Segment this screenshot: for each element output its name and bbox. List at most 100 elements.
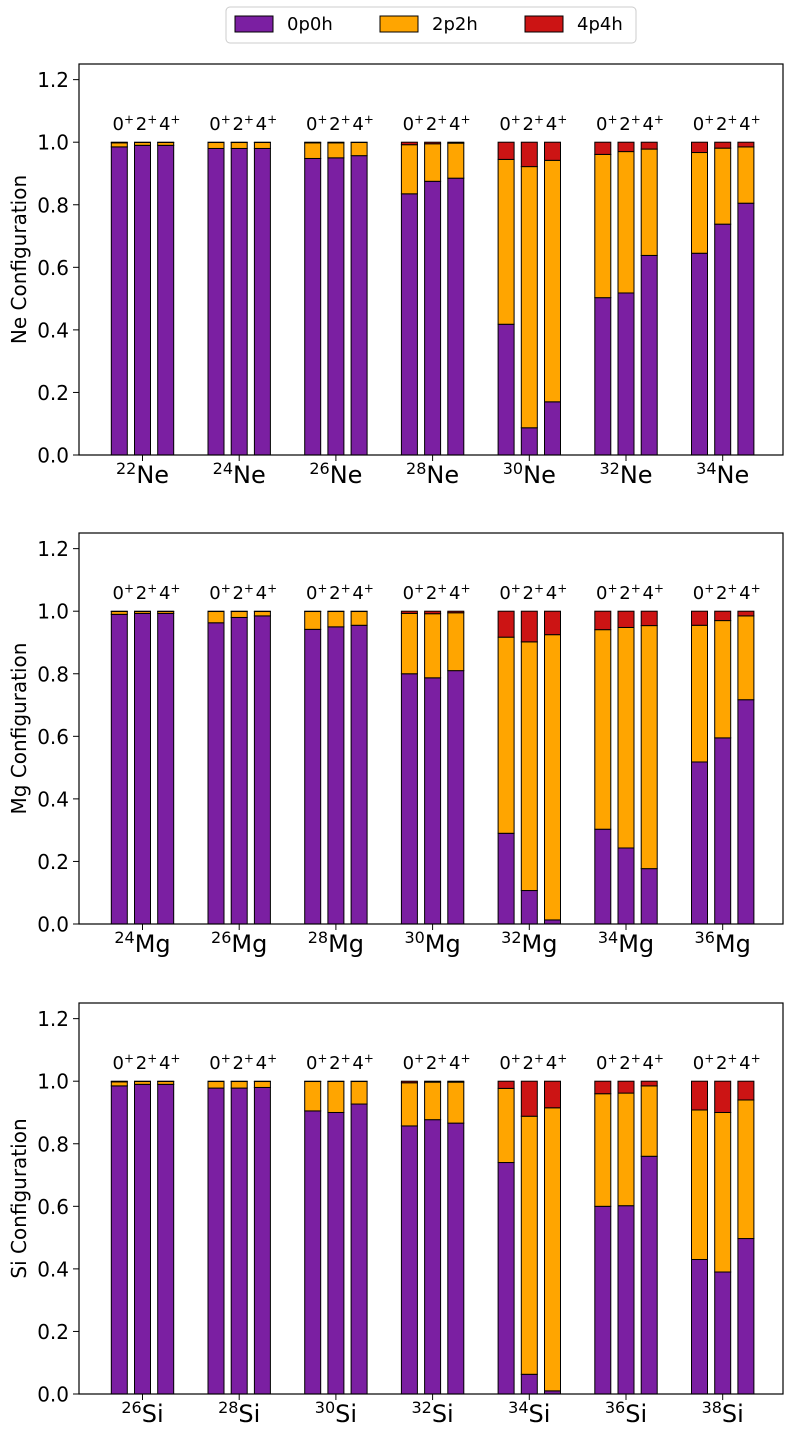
state-label: 4+: [352, 1051, 374, 1074]
bar-4p4h: [544, 1080, 561, 1109]
y-tick-label: 0.6: [37, 725, 69, 749]
state-label: 4+: [256, 1051, 278, 1074]
state-label-sup: +: [341, 581, 351, 595]
state-label: 2+: [426, 112, 448, 135]
x-tick-label: 28Si: [218, 1398, 260, 1428]
mass-number: 36: [605, 1398, 625, 1417]
bar-4p4h: [424, 610, 442, 615]
bar-0p0h: [327, 626, 345, 925]
bar-0p0h: [134, 612, 151, 925]
bar-0p0h: [544, 919, 561, 925]
bar-0p0h: [640, 254, 658, 456]
state-label: 2+: [523, 1051, 545, 1074]
bar-0p0h: [350, 155, 368, 456]
state-label-base: 2: [523, 1053, 534, 1074]
state-label-sup: +: [631, 1051, 641, 1065]
state-label-base: 4: [256, 1053, 267, 1074]
bar-2p2h: [691, 1109, 708, 1260]
state-label-base: 4: [449, 1053, 460, 1074]
x-tick-label: 24Ne: [213, 459, 266, 489]
mass-number: 34: [598, 928, 618, 947]
state-label-sup: +: [557, 112, 567, 126]
bar-2p2h: [640, 148, 658, 256]
state-label-base: 0: [403, 114, 414, 135]
x-tick-label: 32Mg: [501, 928, 557, 958]
bar-2p2h: [350, 142, 368, 157]
legend: 0p0h 2p2h 4p4h: [225, 6, 637, 44]
bar-2p2h: [327, 611, 345, 628]
bar-2p2h: [400, 144, 418, 195]
bar-2p2h: [424, 613, 442, 679]
state-label-sup: +: [317, 1051, 327, 1065]
state-label-sup: +: [534, 581, 544, 595]
bar-0p0h: [691, 761, 708, 925]
bar-2p2h: [230, 1081, 248, 1089]
state-label-base: 0: [306, 583, 317, 604]
state-label: 4+: [352, 581, 374, 604]
mass-number: 32: [501, 928, 521, 947]
state-label-base: 2: [619, 583, 630, 604]
y-tick-label: 0.2: [37, 381, 69, 405]
bar-0p0h: [714, 1271, 732, 1395]
state-label: 2+: [232, 112, 254, 135]
state-label-base: 4: [159, 114, 170, 135]
bar-2p2h: [544, 634, 561, 921]
state-label-base: 4: [642, 114, 653, 135]
element-symbol: Mg: [135, 930, 171, 958]
bar-0p0h: [737, 1238, 755, 1395]
state-label-sup: +: [437, 1051, 447, 1065]
legend-swatch-2p2h: [379, 15, 419, 33]
element-symbol: Si: [625, 1400, 647, 1428]
state-label: 4+: [159, 112, 181, 135]
state-label: 4+: [449, 581, 471, 604]
bar-4p4h: [714, 1080, 732, 1113]
bar-2p2h: [737, 615, 755, 701]
state-label-sup: +: [244, 581, 254, 595]
x-tick-label: 26Ne: [309, 459, 362, 489]
bar-0p0h: [327, 1111, 345, 1395]
state-label-sup: +: [124, 581, 134, 595]
state-label-base: 0: [209, 583, 220, 604]
state-label-base: 4: [159, 583, 170, 604]
state-label: 4+: [546, 1051, 568, 1074]
bar-0p0h: [134, 1083, 151, 1395]
state-label: 4+: [449, 1051, 471, 1074]
element-symbol: Si: [142, 1400, 164, 1428]
bar-2p2h: [447, 142, 465, 179]
bar-2p2h: [350, 1081, 368, 1105]
element-symbol: Ne: [426, 461, 459, 489]
bar-0p0h: [714, 737, 732, 925]
state-label-sup: +: [267, 581, 277, 595]
state-label-base: 0: [693, 1053, 704, 1074]
mass-number: 28: [308, 928, 328, 947]
element-symbol: Mg: [715, 930, 751, 958]
x-tick-label: 32Ne: [599, 459, 652, 489]
state-label: 2+: [329, 581, 351, 604]
state-label-sup: +: [751, 112, 761, 126]
state-label-sup: +: [460, 1051, 470, 1065]
state-label: 2+: [329, 1051, 351, 1074]
state-label-base: 4: [642, 1053, 653, 1074]
state-label: 4+: [159, 581, 181, 604]
bar-2p2h: [594, 1093, 612, 1207]
state-label: 0+: [209, 112, 231, 135]
state-label: 2+: [619, 112, 641, 135]
bar-0p0h: [304, 157, 322, 456]
bar-4p4h: [424, 1080, 442, 1083]
state-label: 2+: [523, 581, 545, 604]
y-tick-label: 1.2: [37, 68, 69, 92]
bar-0p0h: [424, 180, 442, 456]
bar-0p0h: [520, 890, 538, 925]
bar-4p4h: [737, 610, 755, 617]
bar-0p0h: [737, 202, 755, 456]
bar-2p2h: [110, 1081, 128, 1087]
bar-0p0h: [617, 847, 635, 925]
bar-2p2h: [207, 142, 225, 149]
bar-2p2h: [714, 620, 732, 739]
mass-number: 32: [599, 459, 619, 478]
bar-2p2h: [714, 1111, 732, 1273]
bar-0p0h: [594, 828, 612, 925]
bar-0p0h: [157, 1083, 175, 1395]
state-label: 0+: [596, 112, 618, 135]
